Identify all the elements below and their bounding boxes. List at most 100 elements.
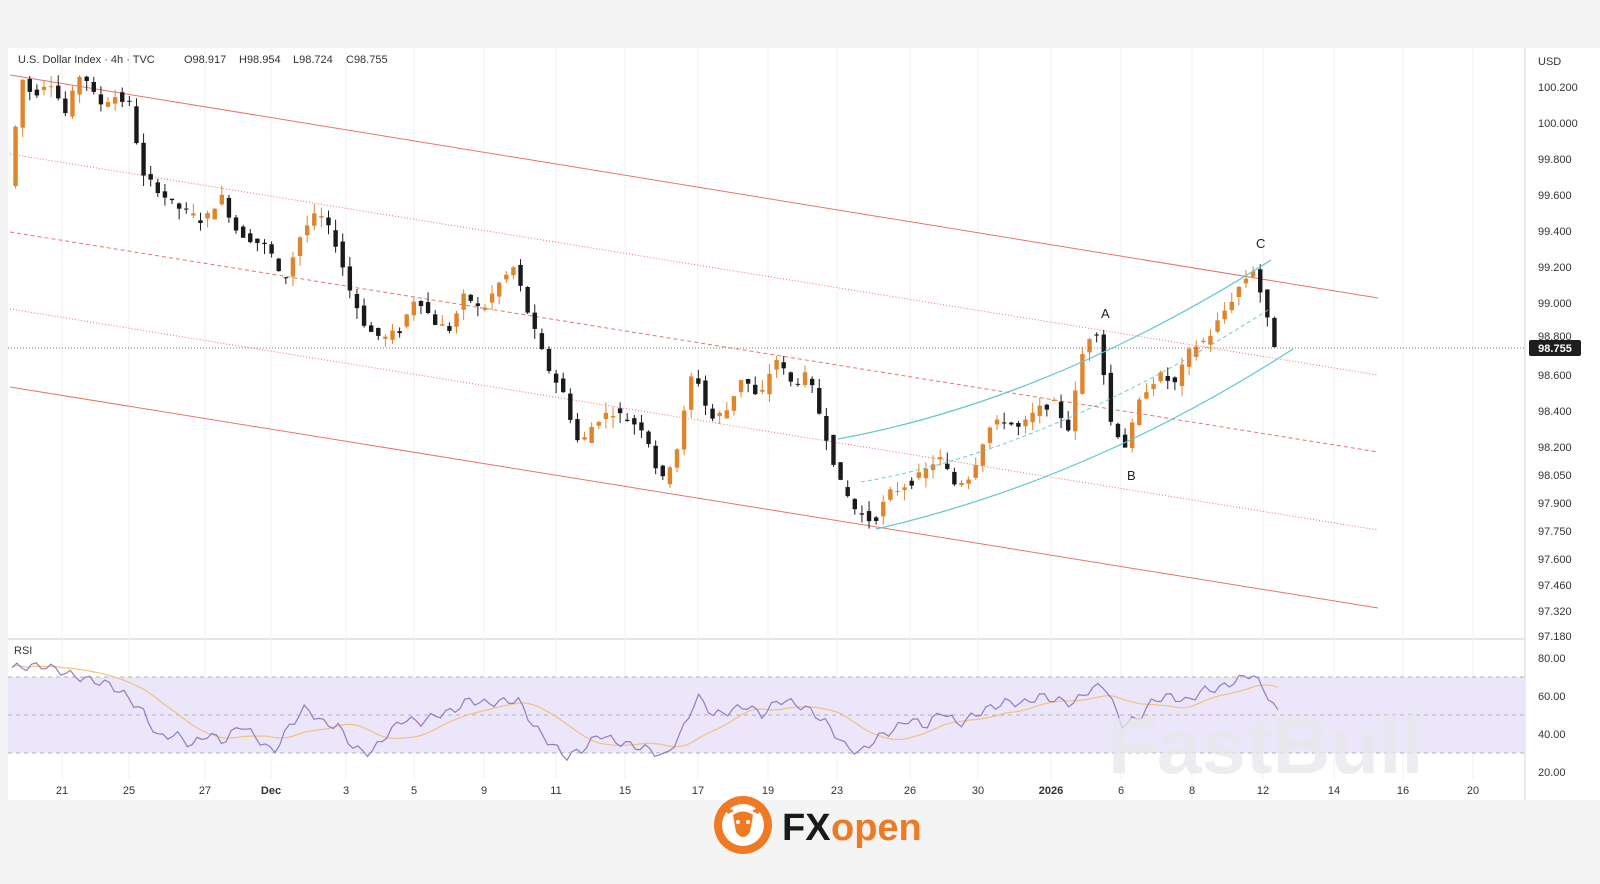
time-tick: 17 bbox=[692, 785, 704, 797]
candle bbox=[425, 292, 431, 315]
candle bbox=[1016, 420, 1021, 436]
candle bbox=[532, 304, 537, 339]
candle bbox=[340, 233, 345, 276]
candle bbox=[1236, 285, 1242, 306]
candle bbox=[233, 214, 239, 234]
candle bbox=[703, 375, 708, 416]
rsi-tick: 20.00 bbox=[1538, 767, 1566, 779]
candle bbox=[1044, 403, 1050, 417]
price-tick: 100.200 bbox=[1538, 82, 1578, 94]
time-tick: 19 bbox=[762, 785, 774, 797]
candle bbox=[404, 313, 409, 329]
candle bbox=[468, 293, 473, 304]
candle bbox=[482, 304, 488, 312]
candle bbox=[361, 298, 367, 328]
candle bbox=[290, 251, 296, 287]
candle bbox=[1194, 340, 1199, 361]
wave-label-b: B bbox=[1127, 468, 1136, 483]
high-value: H98.954 bbox=[239, 54, 281, 66]
time-tick: 15 bbox=[619, 785, 631, 797]
time-tick: 6 bbox=[1118, 785, 1124, 797]
candle bbox=[1101, 329, 1106, 385]
candle bbox=[447, 322, 452, 334]
candle bbox=[717, 410, 722, 424]
candle bbox=[817, 378, 822, 415]
candle bbox=[859, 505, 865, 523]
candle bbox=[1051, 397, 1057, 402]
close-value: C98.755 bbox=[346, 54, 388, 66]
candle bbox=[368, 322, 374, 333]
main-panel bbox=[8, 48, 1600, 638]
candle bbox=[518, 259, 523, 292]
candle bbox=[91, 76, 96, 95]
candle bbox=[496, 281, 502, 305]
time-tick: Dec bbox=[261, 785, 281, 797]
rsi-axis-ticks: 80.00 60.00 40.00 20.00 bbox=[1538, 653, 1566, 779]
candle bbox=[1258, 264, 1263, 303]
price-tick: 98.050 bbox=[1538, 470, 1572, 482]
candle bbox=[952, 467, 957, 487]
candle bbox=[27, 75, 32, 101]
candle bbox=[1144, 383, 1149, 400]
candle bbox=[589, 421, 594, 444]
current-price-value: 98.755 bbox=[1538, 343, 1572, 355]
candle bbox=[120, 87, 125, 108]
candle bbox=[888, 486, 893, 502]
candle bbox=[959, 480, 964, 487]
candle bbox=[653, 440, 658, 475]
candle bbox=[255, 238, 260, 252]
candle bbox=[198, 212, 203, 231]
candle bbox=[738, 379, 744, 398]
candle bbox=[169, 198, 175, 205]
candle bbox=[98, 86, 104, 112]
price-tick: 97.600 bbox=[1538, 554, 1572, 566]
candle bbox=[753, 376, 758, 396]
candle bbox=[895, 482, 900, 496]
candle bbox=[34, 84, 40, 98]
candle bbox=[546, 346, 552, 374]
candle bbox=[1179, 357, 1185, 397]
time-tick: 27 bbox=[199, 785, 211, 797]
candle bbox=[1229, 292, 1234, 314]
price-channel bbox=[9, 74, 1379, 609]
candle bbox=[333, 219, 338, 253]
candle bbox=[902, 483, 907, 501]
candle bbox=[1037, 397, 1042, 424]
candle bbox=[582, 431, 587, 441]
candle bbox=[262, 239, 267, 255]
candle bbox=[539, 328, 545, 351]
candle bbox=[568, 388, 573, 424]
candle bbox=[489, 284, 495, 311]
logo-open: open bbox=[831, 807, 922, 849]
candle bbox=[155, 178, 161, 197]
candle bbox=[852, 497, 858, 515]
candle bbox=[461, 289, 466, 320]
candle bbox=[760, 379, 765, 395]
price-tick: 98.200 bbox=[1538, 442, 1572, 454]
rsi-lines bbox=[11, 661, 1279, 762]
candle bbox=[440, 315, 445, 327]
candle bbox=[1023, 415, 1028, 434]
candle bbox=[1087, 337, 1092, 362]
time-tick: 11 bbox=[550, 785, 561, 797]
curve-upper bbox=[837, 259, 1272, 440]
time-tick: 3 bbox=[343, 785, 349, 797]
candle bbox=[1122, 428, 1128, 448]
candle bbox=[354, 288, 360, 319]
candle bbox=[276, 257, 281, 272]
rsi-tick: 60.00 bbox=[1538, 691, 1566, 703]
candle bbox=[767, 364, 772, 402]
candle bbox=[596, 420, 601, 430]
candle bbox=[646, 430, 651, 448]
candle bbox=[1172, 376, 1178, 391]
candle bbox=[77, 75, 82, 103]
candle bbox=[504, 271, 509, 284]
candle bbox=[383, 334, 388, 347]
candle bbox=[1250, 266, 1256, 279]
candle bbox=[212, 207, 217, 220]
time-tick: 8 bbox=[1189, 785, 1195, 797]
price-tick: 97.320 bbox=[1538, 606, 1572, 618]
rsi-label: RSI bbox=[14, 645, 32, 657]
candle bbox=[696, 369, 701, 387]
